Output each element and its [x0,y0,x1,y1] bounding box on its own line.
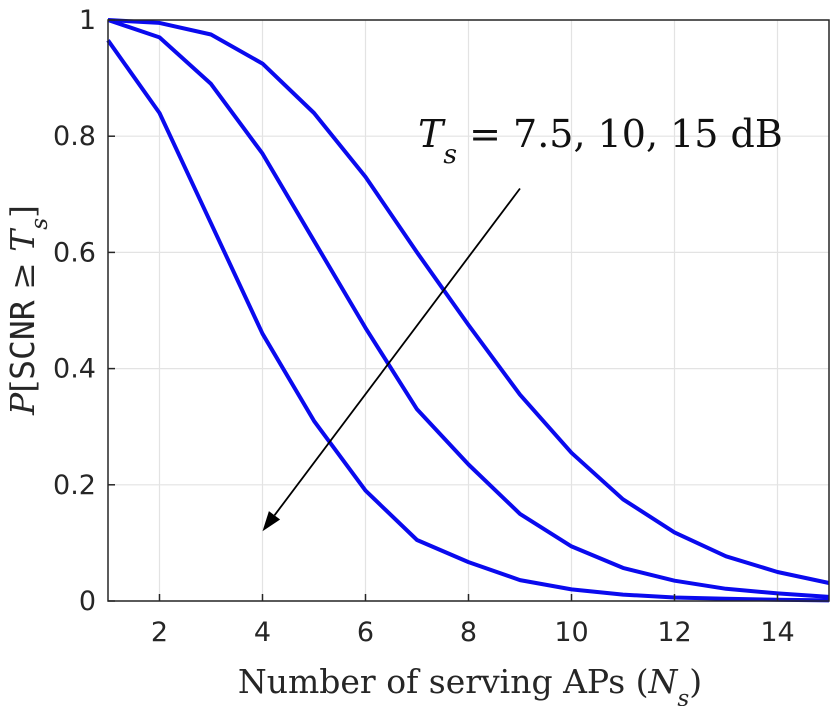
y-tick-label: 0.6 [53,237,96,268]
x-tick-label: 6 [357,617,374,648]
arrow-shaft [273,187,521,516]
x-tick-label: 4 [254,617,271,648]
y-tick-label: 0.2 [53,470,96,501]
x-tick-label: 2 [151,617,168,648]
y-tick-label: 0.8 [53,121,96,152]
annotation-arrow [262,187,521,532]
grid [108,19,829,602]
annotation-label: Ts = 7.5, 10, 15 dB [418,112,783,170]
series-layer [106,18,830,603]
x-tick-label: 8 [460,617,477,648]
series-line-3 [106,39,830,603]
y-tick-label: 0.4 [53,354,96,385]
y-tick-label: 1 [79,5,96,36]
x-tick-label: 12 [657,617,691,648]
x-tick-label: 14 [760,617,794,648]
x-tick-label: 10 [554,617,588,648]
y-tick-label: 0 [79,586,96,617]
y-axis-label: P[SCNR ≥ Ts] [3,205,53,416]
series-line-2 [107,18,830,599]
tick-labels: 2 4 6 8 10 12 14 0 0.2 0.4 0.6 0.8 1 [53,5,795,648]
series-line-1 [107,18,830,585]
x-axis-label: Number of serving APs (Ns) [238,662,702,706]
arrow-head [262,511,281,532]
